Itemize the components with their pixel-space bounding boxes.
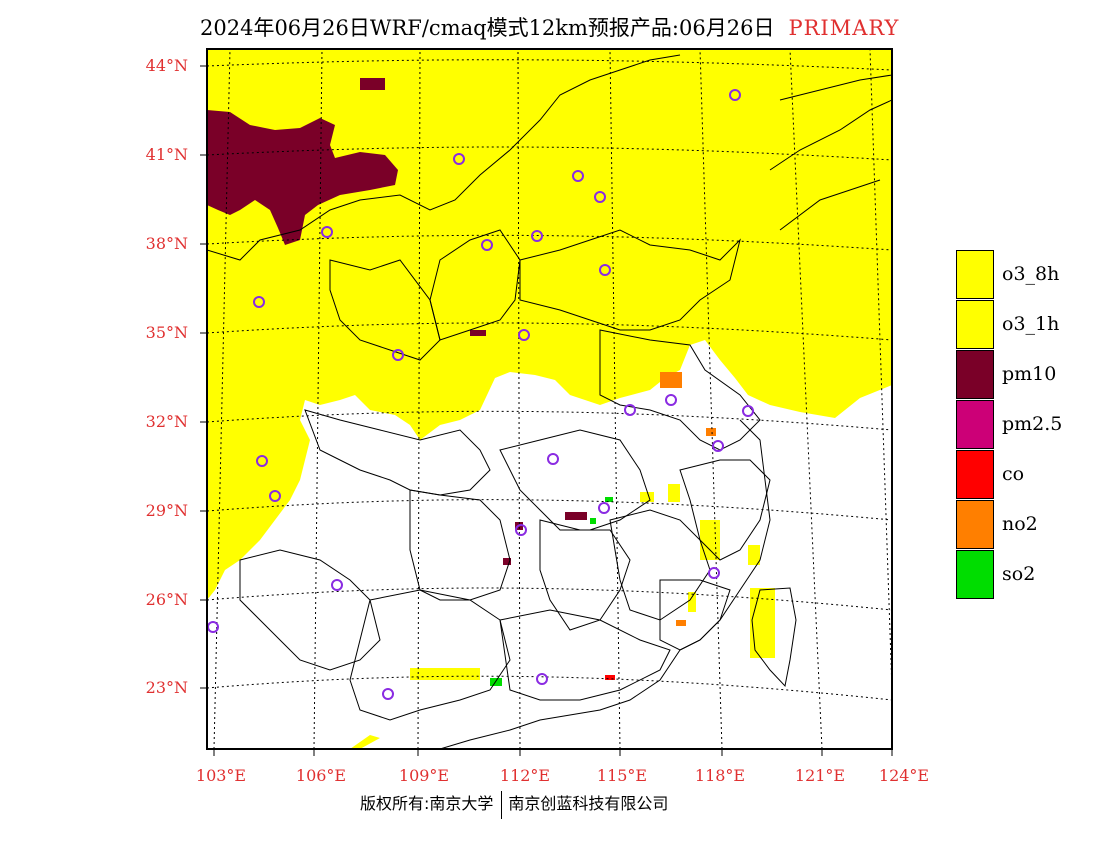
lat-label-26: 26°N <box>145 590 188 609</box>
lat-label-35: 35°N <box>145 323 188 342</box>
pollutant-legend: o3_8h o3_1h pm10 pm2.5 co no2 so2 <box>956 249 1062 599</box>
lat-label-23: 23°N <box>145 678 188 697</box>
lat-label-29: 29°N <box>145 501 188 520</box>
legend-item-co: co <box>956 449 1062 499</box>
title-text: 2024年06月26日WRF/cmaq模式12km预报产品:06月26日 <box>200 16 775 40</box>
legend-item-so2: so2 <box>956 549 1062 599</box>
title-tag: PRIMARY <box>788 16 900 40</box>
lat-label-32: 32°N <box>145 412 188 431</box>
legend-swatch <box>956 449 994 499</box>
pm10-region <box>207 110 398 245</box>
legend-item-no2: no2 <box>956 499 1062 549</box>
legend-label: no2 <box>1002 513 1038 535</box>
lat-label-38: 38°N <box>145 234 188 253</box>
legend-swatch <box>956 549 994 599</box>
lon-label-115: 115°E <box>596 766 648 785</box>
lat-label-44: 44°N <box>145 56 188 75</box>
legend-label: o3_1h <box>1002 313 1060 335</box>
legend-swatch <box>956 399 994 449</box>
legend-label: pm10 <box>1002 363 1057 385</box>
lat-label-41: 41°N <box>145 145 188 164</box>
lon-label-124: 124°E <box>878 766 930 785</box>
lon-label-109: 109°E <box>398 766 450 785</box>
legend-label: co <box>1002 463 1025 485</box>
lon-label-118: 118°E <box>694 766 746 785</box>
legend-label: o3_8h <box>1002 263 1060 285</box>
legend-item-o3-8h: o3_8h <box>956 249 1062 299</box>
legend-label: pm2.5 <box>1002 413 1063 435</box>
legend-item-pm10: pm10 <box>956 349 1062 399</box>
lon-label-103: 103°E <box>195 766 247 785</box>
copyright-left: 版权所有:南京大学 <box>360 794 494 813</box>
lon-label-121: 121°E <box>794 766 846 785</box>
legend-item-pm25: pm2.5 <box>956 399 1062 449</box>
footer-divider <box>501 790 503 819</box>
legend-swatch <box>956 499 994 549</box>
legend-label: so2 <box>1002 563 1036 585</box>
legend-swatch <box>956 349 994 399</box>
map-title: 2024年06月26日WRF/cmaq模式12km预报产品:06月26日 PRIM… <box>200 12 899 42</box>
lon-label-106: 106°E <box>295 766 347 785</box>
legend-item-o3-1h: o3_1h <box>956 299 1062 349</box>
legend-swatch <box>956 299 994 349</box>
lon-label-112: 112°E <box>499 766 551 785</box>
copyright-right: 南京创蓝科技有限公司 <box>508 794 669 813</box>
copyright-footer: 版权所有:南京大学 南京创蓝科技有限公司 <box>360 790 668 819</box>
legend-swatch <box>956 249 994 299</box>
